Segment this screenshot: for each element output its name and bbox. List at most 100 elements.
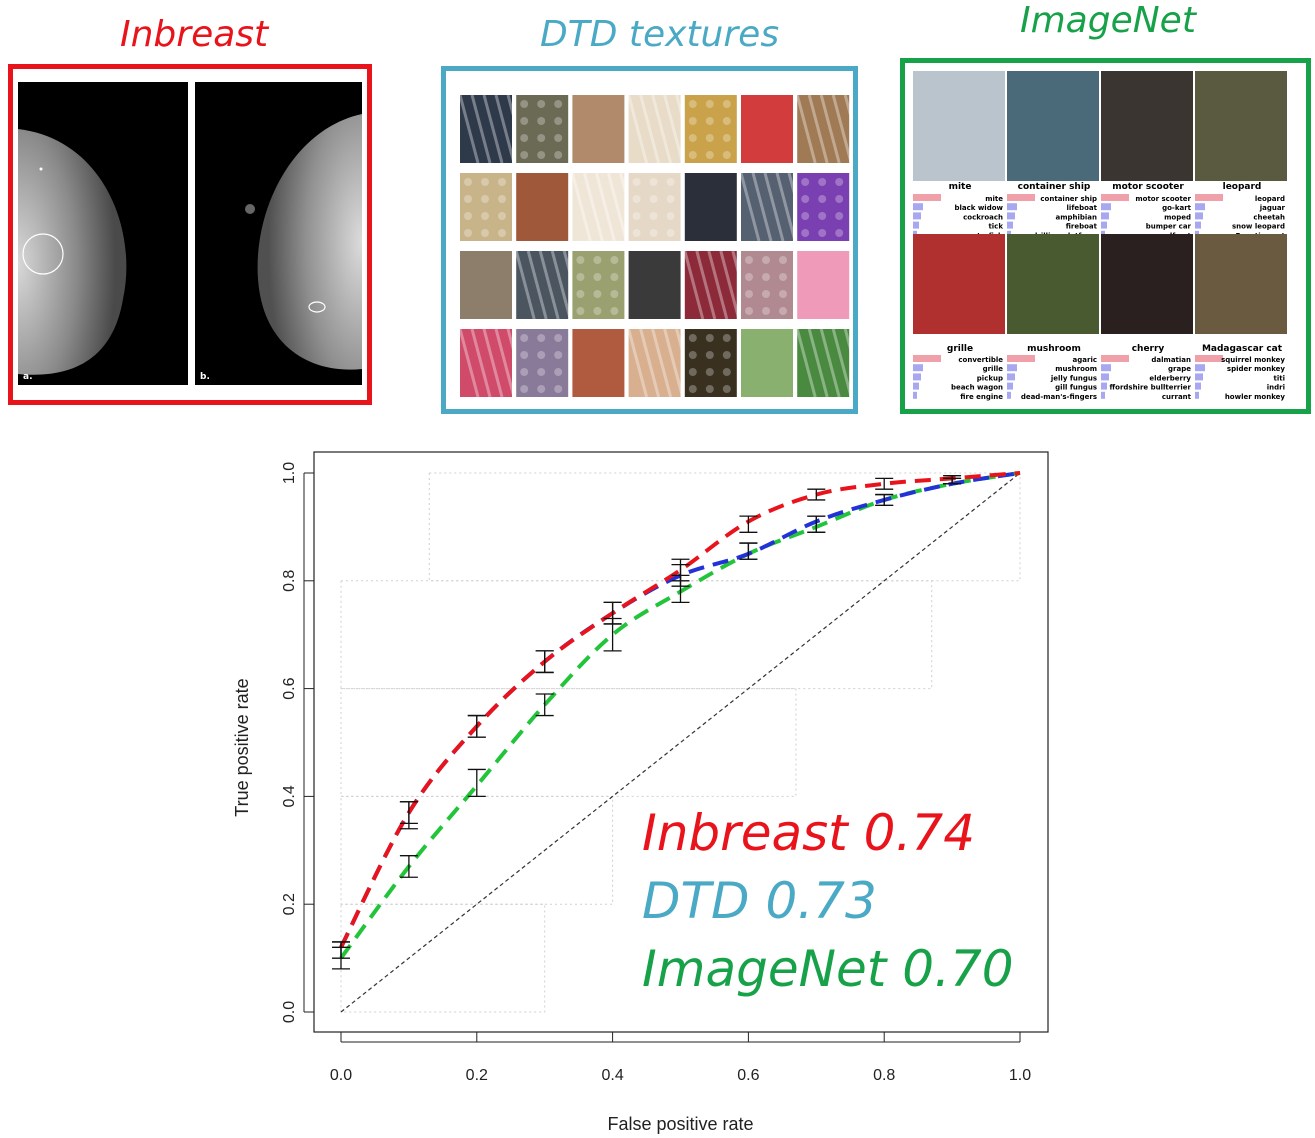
prediction-bar [1195, 355, 1223, 362]
prediction-label: bumper car [1146, 223, 1192, 231]
inbreast-panel: a. b. [8, 64, 372, 405]
auc-annotation: ImageNet 0.70 [642, 940, 1014, 998]
prediction-bar [1101, 382, 1107, 390]
prediction-bar [1195, 221, 1201, 229]
prediction-bar [1101, 364, 1111, 372]
texture-swatch [628, 173, 681, 241]
prediction-bar [1007, 212, 1015, 220]
prediction-label: cheetah [1253, 213, 1285, 221]
texture-swatch [572, 173, 625, 241]
prediction-bar [1007, 364, 1017, 372]
background-region [340, 795, 614, 905]
prediction-label: jaguar [1259, 204, 1286, 212]
texture-swatch [460, 251, 512, 319]
example-label: cherry [1132, 344, 1165, 354]
example-label: mite [949, 182, 972, 192]
prediction-bar [1007, 203, 1017, 211]
x-tick-label: 0.2 [466, 1067, 488, 1084]
prediction-bar [1101, 221, 1107, 229]
y-tick-label: 0.8 [281, 570, 298, 592]
prediction-label: grille [983, 365, 1004, 373]
texture-swatch [797, 173, 850, 241]
prediction-bar [1195, 373, 1203, 381]
texture-swatch [684, 95, 737, 163]
example-label: Madagascar cat [1202, 344, 1283, 354]
prediction-bar [1195, 382, 1201, 390]
prediction-bar [1195, 194, 1223, 201]
prediction-label: squirrel monkey [1221, 356, 1285, 364]
prediction-label: beach wagon [951, 384, 1003, 392]
texture-swatch [460, 329, 512, 397]
x-tick-label: 0.0 [330, 1067, 352, 1084]
prediction-label: convertible [958, 356, 1003, 364]
prediction-label: amphibian [1055, 213, 1097, 221]
x-tick-label: 0.6 [737, 1067, 759, 1084]
texture-swatch [741, 95, 793, 163]
example-photo [913, 71, 1005, 181]
texture-swatch [516, 95, 569, 163]
prediction-label: mite [985, 195, 1003, 203]
x-tick-label: 0.4 [601, 1067, 623, 1084]
prediction-bar [1101, 194, 1129, 201]
prediction-label: motor scooter [1135, 195, 1191, 203]
example-label: mushroom [1027, 344, 1081, 354]
x-tick-label: 1.0 [1009, 1067, 1031, 1084]
y-tick-label: 0.0 [281, 1001, 298, 1023]
example-photo [1101, 234, 1193, 334]
prediction-label: cockroach [963, 213, 1003, 221]
texture-swatch [516, 329, 569, 397]
dtd-texture-grid [458, 94, 865, 398]
prediction-bar [1007, 382, 1013, 390]
prediction-label: indri [1267, 384, 1285, 392]
prediction-label: container ship [1040, 195, 1097, 203]
texture-swatch [516, 173, 569, 241]
example-photo [1195, 234, 1287, 334]
prediction-bar [913, 203, 923, 211]
y-tick-label: 0.2 [281, 893, 298, 915]
prediction-bar [1101, 212, 1109, 220]
prediction-label: agaric [1073, 356, 1097, 364]
texture-swatch [572, 95, 625, 163]
texture-swatch [460, 95, 512, 163]
texture-swatch [741, 173, 793, 241]
background-region [340, 688, 797, 797]
prediction-bar [1007, 373, 1015, 381]
texture-swatch [684, 251, 737, 319]
example-photo [1007, 71, 1099, 181]
texture-swatch [460, 173, 512, 241]
texture-swatch [797, 251, 850, 319]
texture-swatch [684, 173, 737, 241]
prediction-bar [1007, 355, 1035, 362]
prediction-label: dalmatian [1151, 356, 1191, 364]
background-region [340, 903, 546, 1013]
prediction-bar [1101, 355, 1129, 362]
image-b-label: b. [200, 372, 210, 382]
prediction-label: moped [1164, 213, 1191, 221]
prediction-bar [1007, 391, 1011, 399]
example-label: container ship [1018, 182, 1091, 192]
prediction-bar [1101, 373, 1109, 381]
prediction-bar [913, 221, 919, 229]
auc-annotation: DTD 0.73 [642, 872, 877, 930]
dtd-panel-title: DTD textures [540, 14, 780, 55]
texture-swatch [628, 329, 681, 397]
prediction-bar [913, 382, 919, 390]
auc-annotation: Inbreast 0.74 [642, 804, 975, 862]
texture-swatch [741, 329, 793, 397]
example-photo [913, 234, 1005, 334]
prediction-bar [913, 355, 941, 362]
x-tick-label: 0.8 [873, 1067, 895, 1084]
prediction-bar [1007, 194, 1035, 201]
prediction-label: lifeboat [1067, 204, 1098, 212]
prediction-label: spider monkey [1227, 365, 1286, 373]
texture-swatch [628, 251, 681, 319]
texture-swatch [797, 329, 850, 397]
prediction-label: pickup [977, 374, 1003, 382]
background-region [428, 472, 1021, 582]
example-label: leopard [1223, 182, 1262, 192]
prediction-label: ffordshire bullterrier [1109, 384, 1191, 392]
texture-swatch [572, 329, 625, 397]
texture-swatch [572, 251, 625, 319]
